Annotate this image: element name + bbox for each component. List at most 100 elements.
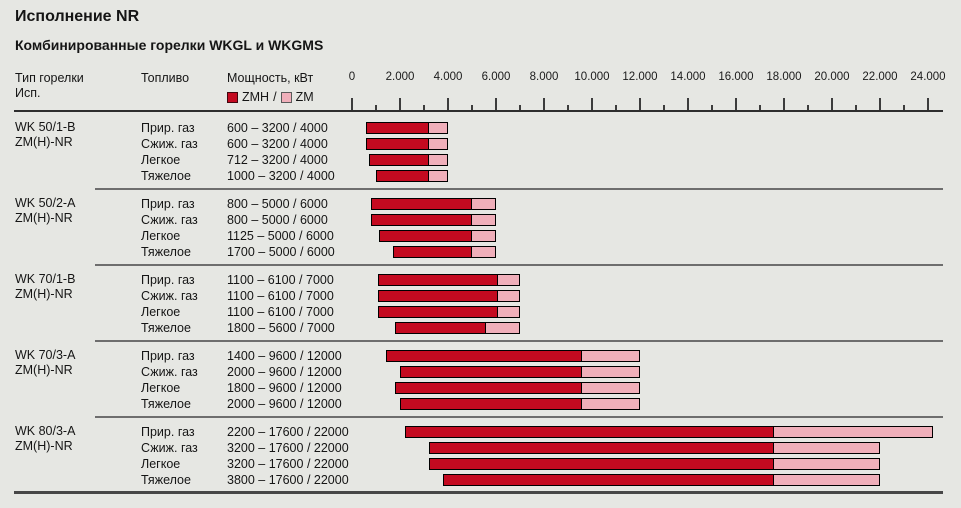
axis-major-tick [735,98,737,112]
fuel-label: Прир. газ [141,425,195,439]
power-range-label: 1100 – 6100 / 7000 [227,289,334,303]
zmh-bar-segment [371,214,472,226]
axis-tick-label: 20.000 [814,71,850,83]
axis-minor-tick [375,105,377,112]
axis-major-tick [591,98,593,112]
zmh-bar-segment [400,366,583,378]
power-bar [395,382,640,394]
fuel-label: Легкое [141,381,181,395]
fuel-label: Прир. газ [141,349,195,363]
power-bar [371,198,496,210]
column-header-burner-type: Тип горелки Исп. [15,71,84,101]
zmh-bar-segment [366,138,429,150]
axis-tick-label: 8.000 [529,71,559,83]
axis-major-tick [495,98,497,112]
power-bar [378,290,520,302]
power-bar [443,474,880,486]
axis-major-tick [543,98,545,112]
burner-row: Тяжелое 1800 – 5600 / 7000 [0,320,961,336]
zm-bar-segment [471,214,496,226]
burner-group-label: WK 70/3-A ZM(H)-NR [15,348,75,378]
axis-tick-label: 6.000 [481,71,511,83]
zmh-bar-segment [378,274,499,286]
page-subtitle: Комбинированные горелки WKGL и WKGMS [15,37,324,53]
axis-minor-tick [663,105,665,112]
power-bar [366,122,448,134]
column-header-burner-type-line2: Исп. [15,86,41,100]
zm-bar-segment [472,230,496,242]
burner-group: WK 50/1-B ZM(H)-NR Прир. газ 600 – 3200 / 4… [0,114,961,190]
zmh-bar-segment [400,398,583,410]
burner-row: Прир. газ 800 – 5000 / 6000 [0,196,961,212]
zm-bar-segment [471,246,496,258]
axis-major-tick [351,98,353,112]
axis-minor-tick [615,105,617,112]
axis-minor-tick [567,105,569,112]
fuel-label: Сжиж. газ [141,365,198,379]
burner-row: Прир. газ 1100 – 6100 / 7000 [0,272,961,288]
zm-bar-segment [428,170,448,182]
burner-group-label: WK 80/3-A ZM(H)-NR [15,424,75,454]
burner-version: ZM(H)-NR [15,135,73,149]
fuel-label: Прир. газ [141,121,195,135]
power-range-label: 1000 – 3200 / 4000 [227,169,335,183]
zm-bar-segment [774,458,880,470]
zmh-bar-segment [366,122,429,134]
burner-row: Прир. газ 2200 – 17600 / 22000 [0,424,961,440]
zmh-bar-segment [376,170,429,182]
zm-bar-segment [428,122,448,134]
power-bar [404,426,933,438]
power-range-label: 3200 – 17600 / 22000 [227,441,349,455]
axis-minor-tick [519,105,521,112]
zm-swatch-icon [280,91,292,103]
burner-group-label: WK 50/1-B ZM(H)-NR [15,120,75,150]
burner-group: WK 70/3-A ZM(H)-NR Прир. газ 1400 – 9600 / … [0,342,961,418]
axis-tick-label: 4.000 [433,71,463,83]
zmh-bar-segment [371,198,472,210]
power-bar [378,274,520,286]
burner-row: Легкое 1125 – 5000 / 6000 [0,228,961,244]
zm-bar-segment [498,306,520,318]
burner-group: WK 50/2-A ZM(H)-NR Прир. газ 800 – 5000 / 6… [0,190,961,266]
legend-zmh-label: ZMH [242,90,270,104]
power-range-label: 600 – 3200 / 4000 [227,137,328,151]
power-range-label: 712 – 3200 / 4000 [227,153,328,167]
axis-minor-tick [807,105,809,112]
power-bar [428,458,880,470]
power-range-label: 1800 – 5600 / 7000 [227,321,335,335]
burner-row: Прир. газ 600 – 3200 / 4000 [0,120,961,136]
burner-row: Легкое 1100 – 6100 / 7000 [0,304,961,320]
zmh-bar-segment [428,458,775,470]
burner-groups: WK 50/1-B ZM(H)-NR Прир. газ 600 – 3200 / 4… [0,114,961,494]
axis-baseline [14,110,943,112]
zm-bar-segment [428,154,448,166]
axis-tick-label: 12.000 [622,71,658,83]
axis-major-tick [639,98,641,112]
burner-row: Прир. газ 1400 – 9600 / 12000 [0,348,961,364]
axis-tick-label: 16.000 [718,71,754,83]
power-bar [385,350,640,362]
zmh-bar-segment [385,350,583,362]
burner-row: Тяжелое 1700 – 5000 / 6000 [0,244,961,260]
power-range-label: 2000 – 9600 / 12000 [227,365,342,379]
power-bar [400,398,640,410]
power-range-label: 3200 – 17600 / 22000 [227,457,349,471]
burner-row: Легкое 3200 – 17600 / 22000 [0,456,961,472]
burner-name: WK 70/3-A [15,348,76,362]
zmh-bar-segment [443,474,775,486]
zm-bar-segment [774,474,880,486]
burner-group: WK 70/1-B ZM(H)-NR Прир. газ 1100 – 6100 / … [0,266,961,342]
power-range-label: 3800 – 17600 / 22000 [227,473,349,487]
burner-version: ZM(H)-NR [15,211,73,225]
power-bar [378,306,520,318]
power-bar [371,214,496,226]
fuel-label: Тяжелое [141,245,191,259]
axis-minor-tick [711,105,713,112]
burner-row: Легкое 712 – 3200 / 4000 [0,152,961,168]
axis-major-tick [399,98,401,112]
axis-major-tick [879,98,881,112]
zmh-bar-segment [378,306,499,318]
power-range-label: 2200 – 17600 / 22000 [227,425,349,439]
axis-major-tick [447,98,449,112]
axis-minor-tick [855,105,857,112]
